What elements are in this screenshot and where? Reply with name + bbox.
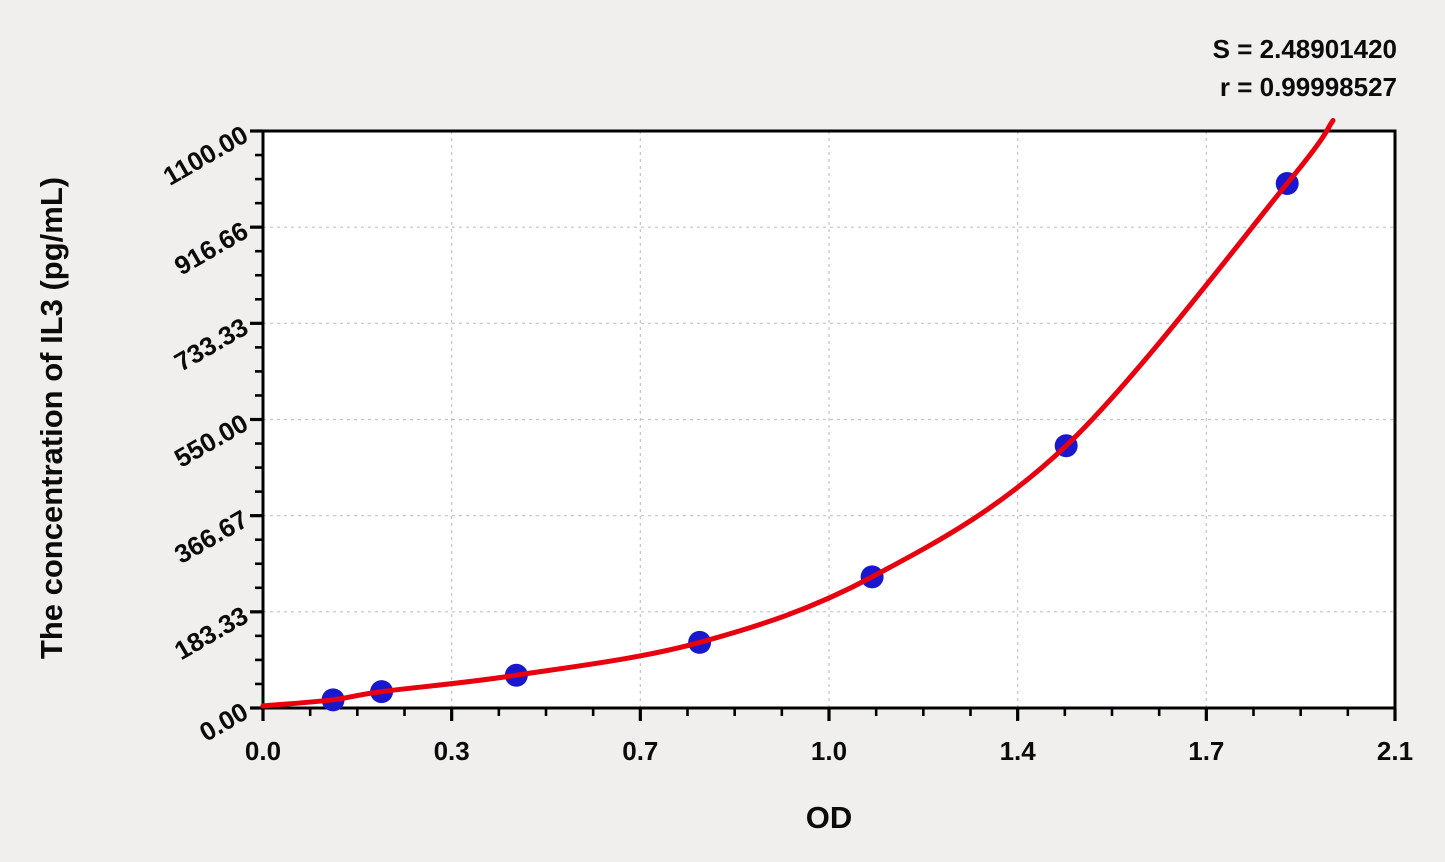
y-tick-label: 1100.00	[158, 119, 253, 191]
y-tick-label: 916.66	[169, 215, 253, 281]
gridlines	[263, 131, 1395, 708]
y-tick-label: 183.33	[169, 600, 253, 666]
tick-marks	[250, 129, 1397, 721]
s-value-text: S = 2.48901420	[1212, 34, 1397, 64]
x-tick-label: 2.1	[1377, 736, 1413, 766]
x-tick-label: 0.7	[622, 736, 658, 766]
fit-curve	[260, 118, 1336, 709]
fit-statistics: S = 2.48901420 r = 0.99998527	[1213, 30, 1397, 106]
x-tick-label: 1.0	[811, 736, 847, 766]
x-tick-label: 0.0	[245, 736, 281, 766]
x-tick-label: 1.4	[1000, 736, 1037, 766]
y-tick-label: 733.33	[169, 312, 253, 378]
x-axis-title: OD	[805, 800, 853, 835]
x-tick-label: 1.7	[1188, 736, 1224, 766]
r-value-text: r = 0.99998527	[1219, 72, 1397, 102]
y-tick-label: 550.00	[169, 408, 253, 474]
y-tick-label: 366.67	[169, 504, 253, 570]
x-tick-label: 0.3	[434, 736, 470, 766]
